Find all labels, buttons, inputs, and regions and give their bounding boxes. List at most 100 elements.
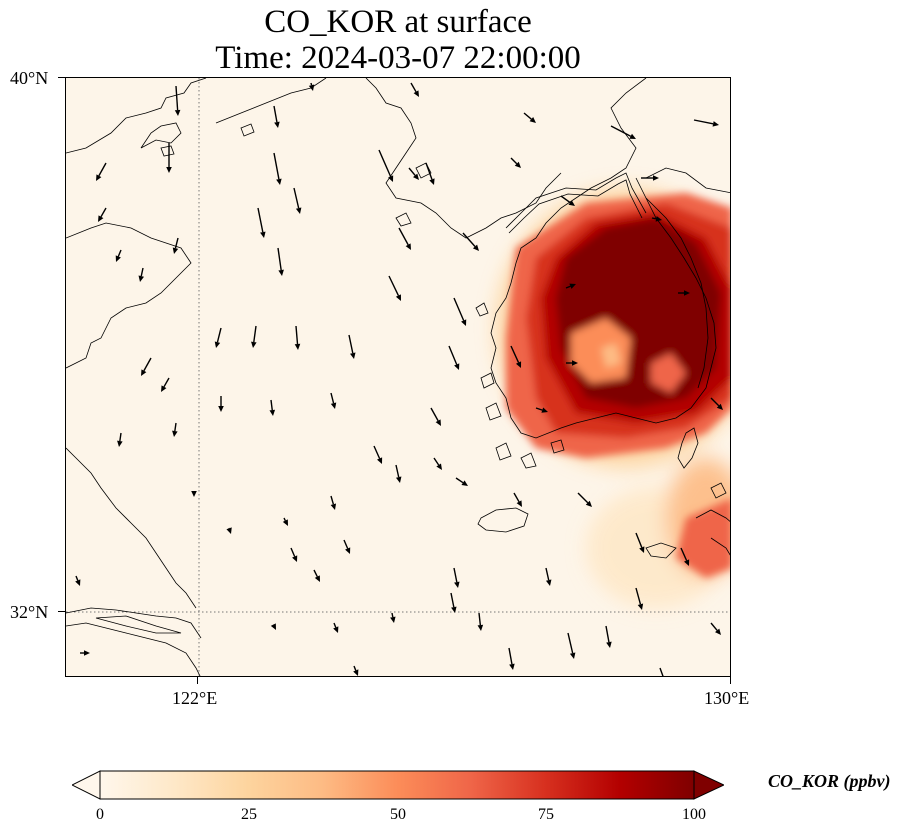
coastline-dmz-north [645,167,730,194]
wind-arrow-shaft [577,492,589,504]
wind-arrow-shaft [710,622,718,631]
colorbar-tick-100: 100 [682,806,706,823]
wind-arrow-shaft [693,119,714,125]
island-small-7 [415,162,432,179]
wind-arrow-head [353,669,359,676]
jeju-island [477,507,529,533]
plume-hole-west [571,318,631,383]
coastline-kyushu-north [695,509,730,522]
wind-arrow-head [413,173,419,180]
wind-arrow-shaft [119,432,122,442]
wind-arrow-head [413,90,419,97]
wind-arrow-shaft [680,547,688,561]
wind-arrow-shaft [523,112,532,120]
wind-arrow-shaft [430,407,439,422]
wind-arrow-shaft [163,377,170,388]
wind-arrow-head [295,207,302,214]
coastline-korea-bay [365,78,562,239]
coastline-kyushu-west [710,537,730,556]
wind-arrow-shaft [373,445,381,459]
lat-label-40n: 40°N [10,68,49,88]
island-small-2 [480,372,495,389]
lon-label-130e: 130°E [704,688,750,708]
wind-arrow-head [260,231,266,238]
lat-label-32n: 32°N [10,602,49,622]
wind-arrow-shaft [143,357,152,372]
wind-arrow-head [191,491,197,497]
wind-arrow-head [141,369,147,376]
map-canvas [66,78,730,676]
coastlines [66,78,730,676]
wind-arrow-shaft [273,105,278,123]
wind-arrow-head [333,626,339,633]
wind-arrow-head [461,319,467,326]
wind-arrow-shaft [398,227,409,246]
island-small-8 [395,212,412,227]
wind-arrow-shaft [455,477,464,484]
wind-arrow-head [117,440,123,447]
colorbar-tick-50: 50 [390,806,406,823]
wind-arrow-head [435,419,441,426]
wind-arrow-head [477,624,484,631]
wind-arrow-shaft [545,567,550,581]
wind-arrow-shaft [313,569,318,577]
colorbar-tick-25: 25 [241,806,257,823]
wind-arrow-head [226,527,232,534]
wind-arrow-head [345,547,351,554]
wind-arrow-shaft [410,82,417,93]
wind-arrow-head [350,352,356,359]
wind-arrow-head [274,121,280,128]
wind-arrow-shaft [510,345,520,363]
wind-arrow-shaft [710,397,720,407]
wind-arrow-head [637,603,644,610]
wind-arrow-shaft [391,612,394,618]
wind-arrow-head [514,161,521,168]
colorbar-max-extend [693,770,726,800]
wind-arrow-shaft [659,667,664,676]
wind-arrow-shaft [100,207,107,218]
wind-arrow-head [585,500,592,507]
wind-arrow-head [172,247,179,254]
wind-arrow-head [161,385,167,392]
wind-arrow-shaft [425,162,433,180]
wind-arrow-shaft [330,495,335,505]
tick-32n [58,611,65,612]
wind-arrow-shaft [253,325,257,343]
wind-arrow-shaft [395,464,400,478]
wind-arrow-shaft [117,249,122,257]
wind-arrow-head [436,463,442,470]
tick-130e [730,677,731,684]
island-small-4 [495,442,512,461]
wind-arrow-head [454,363,460,370]
wind-arrow-head [541,407,548,413]
wind-arrow-head [516,500,522,507]
wind-arrow-shaft [333,622,337,628]
wind-arrow-shaft [273,152,280,180]
wind-arrow-head [629,133,636,139]
wind-arrow-head [569,652,576,659]
wind-arrow-shaft [560,195,571,204]
tick-40n [58,77,65,78]
goto-islands [645,542,677,559]
wind-arrow-head [330,503,337,510]
wind-arrow-shaft [408,167,416,176]
wind-arrow-head [388,175,394,182]
wind-arrow-head [278,269,284,276]
wind-arrow-shaft [651,217,657,220]
wind-arrow-head [251,341,257,348]
wind-arrow-shaft [478,612,482,626]
wind-arrow-head [308,84,315,91]
wind-arrow-head [572,360,578,366]
wind-arrow-head [472,244,479,251]
wind-arrow-shaft [453,297,465,321]
wind-arrow-shaft [462,232,476,247]
island-small-5 [520,452,537,469]
wind-arrow-head [84,650,90,656]
wind-arrow-head [568,200,575,206]
wind-arrow-head [390,616,396,623]
wind-arrow-shaft [450,592,455,608]
wind-arrow-shaft [270,399,273,411]
wind-arrow-head [269,409,276,416]
coastline-jiangsu [66,447,197,609]
wind-arrow-shaft [453,567,458,583]
